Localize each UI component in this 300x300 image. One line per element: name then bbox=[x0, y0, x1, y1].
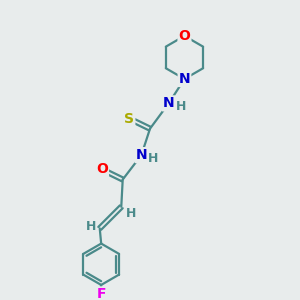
Text: H: H bbox=[86, 220, 96, 233]
Text: H: H bbox=[148, 152, 159, 165]
Text: N: N bbox=[163, 96, 175, 110]
Text: H: H bbox=[126, 208, 136, 220]
Text: O: O bbox=[96, 163, 108, 176]
Text: N: N bbox=[179, 72, 190, 86]
Text: N: N bbox=[136, 148, 147, 162]
Text: O: O bbox=[178, 29, 190, 43]
Text: H: H bbox=[176, 100, 186, 113]
Text: F: F bbox=[96, 287, 106, 300]
Text: S: S bbox=[124, 112, 134, 126]
